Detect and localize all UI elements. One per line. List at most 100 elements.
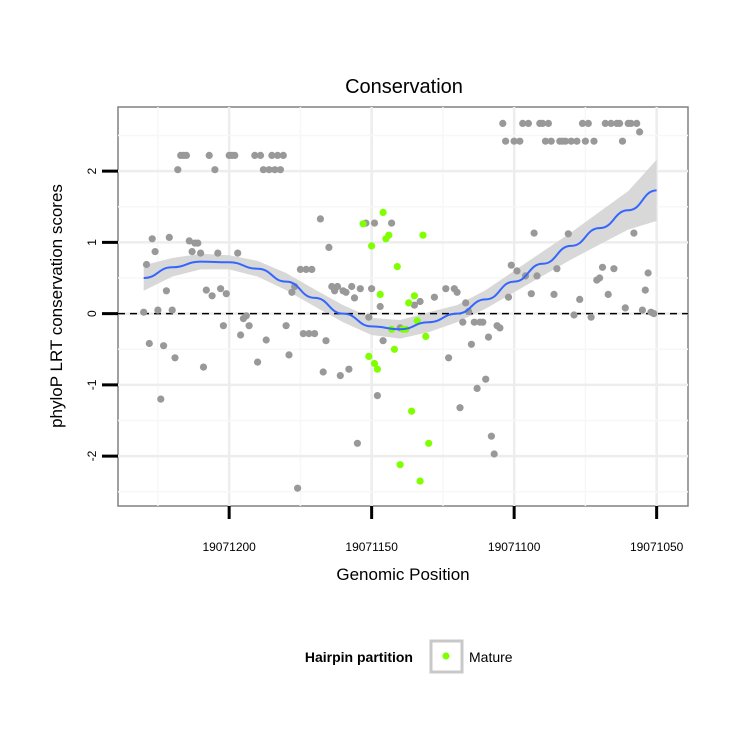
other-point (182, 151, 190, 159)
other-point (202, 286, 210, 294)
y-tick-label: -1 (85, 379, 99, 390)
other-point (504, 293, 513, 301)
other-point (576, 295, 584, 303)
other-point (553, 265, 561, 273)
other-point (567, 137, 575, 145)
other-point (587, 313, 595, 321)
other-point (185, 237, 193, 245)
mature-point (385, 231, 393, 239)
other-point (533, 272, 541, 280)
other-point (410, 301, 418, 309)
other-point (194, 239, 202, 247)
other-point (630, 229, 638, 237)
other-point (487, 432, 495, 440)
other-point (222, 290, 230, 298)
other-point (348, 282, 356, 291)
other-point (274, 151, 282, 159)
mature-point (368, 242, 376, 250)
other-point (584, 119, 592, 127)
legend-mature-label: Mature (469, 649, 513, 665)
other-point (570, 311, 578, 319)
other-point (254, 358, 262, 366)
other-point (633, 119, 641, 127)
other-point (473, 384, 481, 392)
other-point (308, 265, 316, 273)
other-point (604, 290, 612, 298)
x-tick-label: 19071050 (630, 540, 684, 554)
other-point (601, 119, 609, 127)
other-point (445, 354, 453, 362)
plot-background (117, 106, 689, 507)
other-point (644, 269, 652, 277)
mature-point (370, 359, 379, 368)
mature-point (390, 345, 398, 353)
other-point (564, 230, 572, 238)
other-point (453, 288, 461, 296)
other-point (490, 450, 498, 458)
other-point (171, 354, 179, 362)
mature-point (365, 352, 373, 360)
mature-point (413, 317, 421, 325)
other-point (188, 248, 196, 256)
other-point (256, 151, 265, 159)
other-point (299, 330, 307, 338)
other-point (211, 166, 219, 174)
other-point (370, 219, 379, 227)
other-point (590, 137, 598, 145)
other-point (199, 363, 208, 371)
other-point (618, 137, 627, 145)
smooth-trend-line (143, 189, 657, 331)
mature-point (376, 290, 384, 298)
other-point (142, 260, 151, 269)
other-point (527, 290, 535, 298)
other-point (561, 137, 570, 145)
other-point (302, 265, 310, 273)
other-point (376, 302, 384, 311)
other-point (519, 119, 527, 127)
other-point (467, 340, 475, 348)
other-point (524, 119, 533, 127)
other-point (379, 337, 387, 345)
confidence-ribbon (143, 159, 657, 339)
other-point (271, 166, 279, 174)
other-point (140, 308, 148, 316)
other-point (353, 439, 361, 447)
confidence-ribbon-layer (143, 159, 657, 339)
other-point (319, 368, 327, 376)
mature-point (416, 477, 424, 485)
other-point (325, 243, 333, 251)
other-point (510, 137, 518, 145)
other-point (268, 151, 276, 159)
other-point (541, 137, 550, 145)
mature-point (408, 407, 416, 415)
y-tick-label: 0 (85, 310, 99, 317)
other-point (219, 322, 227, 330)
other-point (636, 128, 644, 136)
mature-point (422, 332, 430, 340)
other-point (294, 484, 302, 492)
x-tick-label: 19071100 (488, 540, 541, 554)
other-point (174, 166, 182, 174)
x-axis: 19071200 19071150 19071100 19071050 (202, 506, 684, 554)
other-point (430, 293, 438, 301)
other-point (470, 318, 478, 326)
other-point (502, 137, 510, 145)
other-point (459, 318, 467, 326)
other-point (345, 365, 353, 373)
other-point (333, 282, 342, 291)
other-point (356, 285, 364, 293)
other-point (205, 151, 213, 159)
other-point (416, 297, 424, 306)
chart-title: Conservation (345, 76, 463, 98)
other-point (160, 342, 168, 350)
x-tick-label: 19071150 (345, 540, 398, 554)
other-point (288, 288, 296, 296)
y-axis-title: phyloP LRT conservation scores (47, 184, 66, 428)
other-point (368, 285, 376, 293)
y-axis: -2 -1 0 1 2 (85, 167, 118, 461)
mature-point (379, 208, 387, 216)
other-point (388, 219, 396, 227)
other-point (237, 331, 245, 339)
other-point (365, 313, 373, 321)
